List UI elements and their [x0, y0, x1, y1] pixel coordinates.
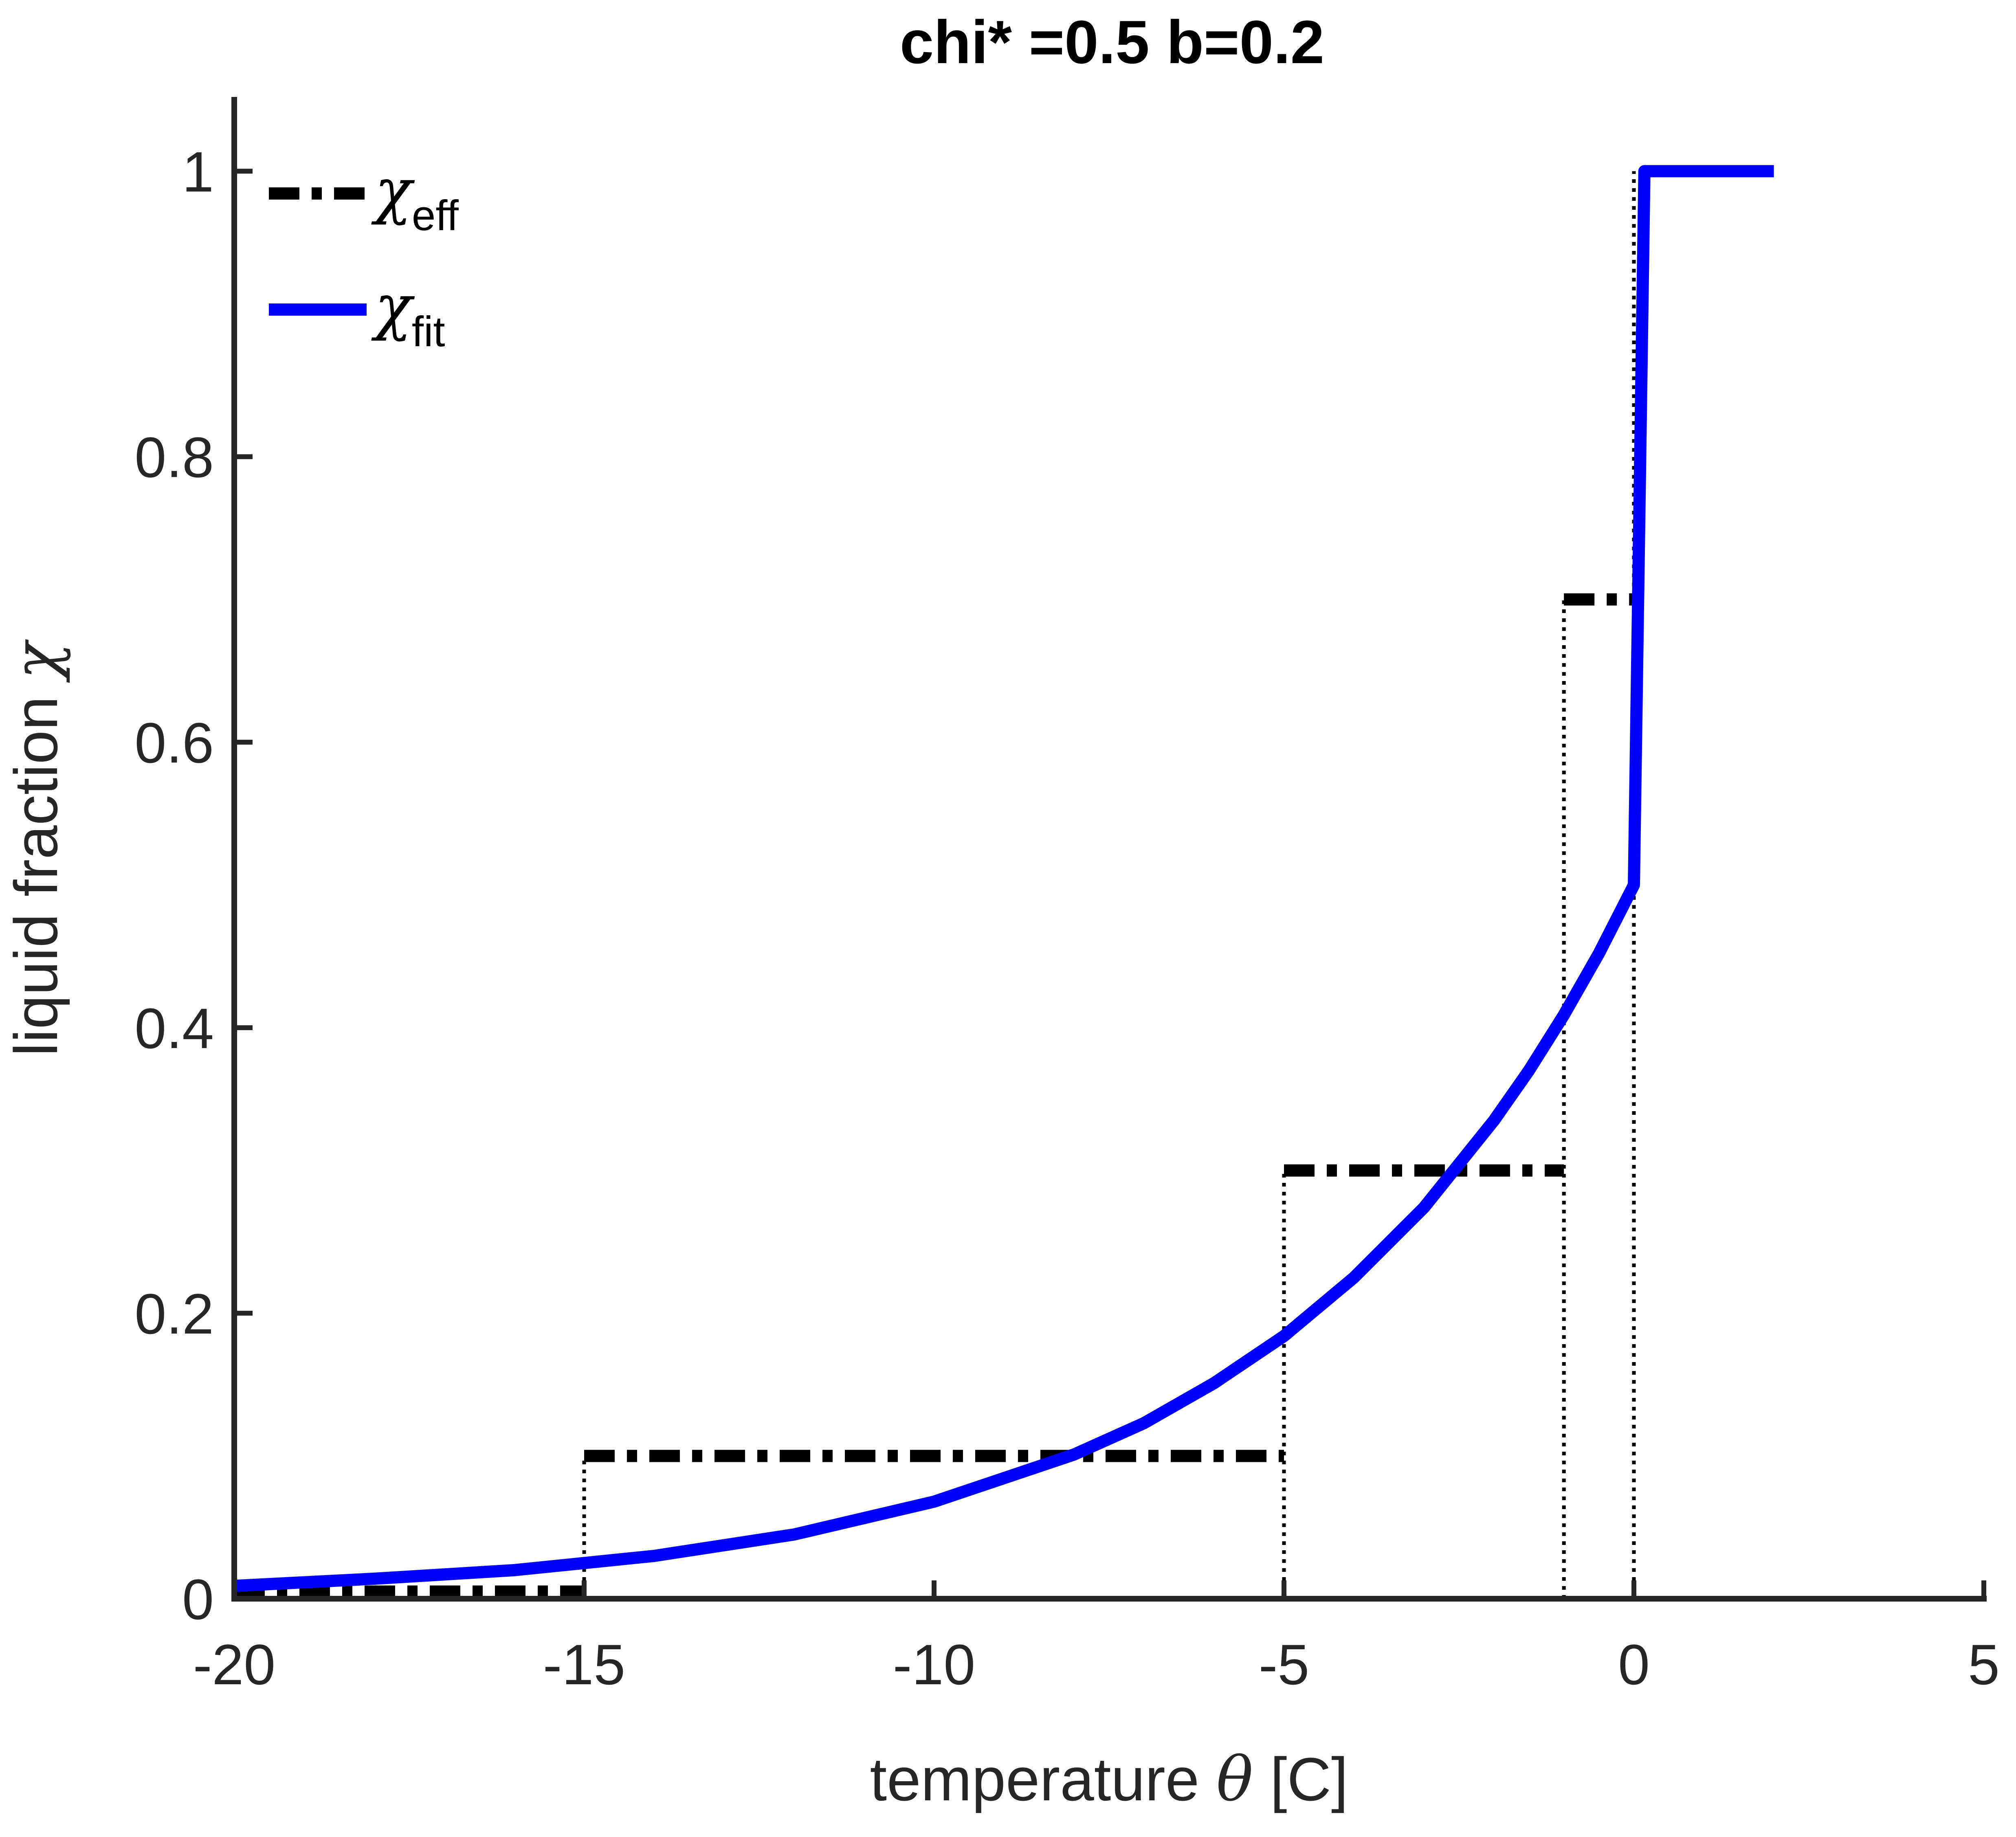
legend-entry-fit: χfit	[371, 272, 445, 356]
legend-entry-eff: χeff	[371, 156, 459, 240]
x-tick-label-2: -10	[893, 1633, 975, 1696]
legend-entry-eff-symbol: χ	[371, 156, 415, 226]
y-axis-label-text: liquid fraction	[2, 679, 70, 1057]
x-tick-label-1: -15	[543, 1633, 625, 1696]
y-tick-label-4: 0.8	[134, 425, 214, 489]
y-axis-label-symbol: χ	[1, 639, 72, 683]
ticks: -20 -15 -10 -5 0 5 0 0.2 0.4 0.6 0.8 1	[134, 140, 2000, 1696]
series-fit-line	[234, 165, 1774, 1592]
y-tick-label-5: 1	[182, 140, 214, 204]
y-tick-label-1: 0.2	[134, 1282, 214, 1346]
legend-entry-fit-subscript: fit	[412, 308, 445, 356]
y-tick-label-2: 0.4	[134, 996, 214, 1060]
axes	[231, 97, 1987, 1602]
y-tick-label-0: 0	[182, 1567, 214, 1631]
legend-entry-fit-symbol: χ	[371, 272, 415, 343]
y-axis-label: liquid fraction χ	[1, 639, 72, 1057]
reference-lines	[582, 171, 1636, 1599]
x-axis-label-unit: [C]	[1253, 1745, 1348, 1813]
x-axis-label-symbol: θ	[1216, 1744, 1253, 1815]
y-tick-label-3: 0.6	[134, 711, 214, 775]
x-tick-label-3: -5	[1259, 1633, 1309, 1696]
x-axis-label-text: temperature	[870, 1745, 1216, 1813]
x-axis-label: temperature θ [C]	[870, 1744, 1348, 1815]
x-tick-label-5: 5	[1968, 1633, 2000, 1696]
legend: χeff χfit	[269, 156, 459, 356]
legend-entry-eff-subscript: eff	[412, 192, 459, 240]
series-lines	[234, 165, 1774, 1598]
chart-title: chi* =0.5 b=0.2	[900, 8, 1324, 76]
x-tick-label-0: -20	[193, 1633, 275, 1696]
x-tick-label-4: 0	[1618, 1633, 1650, 1696]
